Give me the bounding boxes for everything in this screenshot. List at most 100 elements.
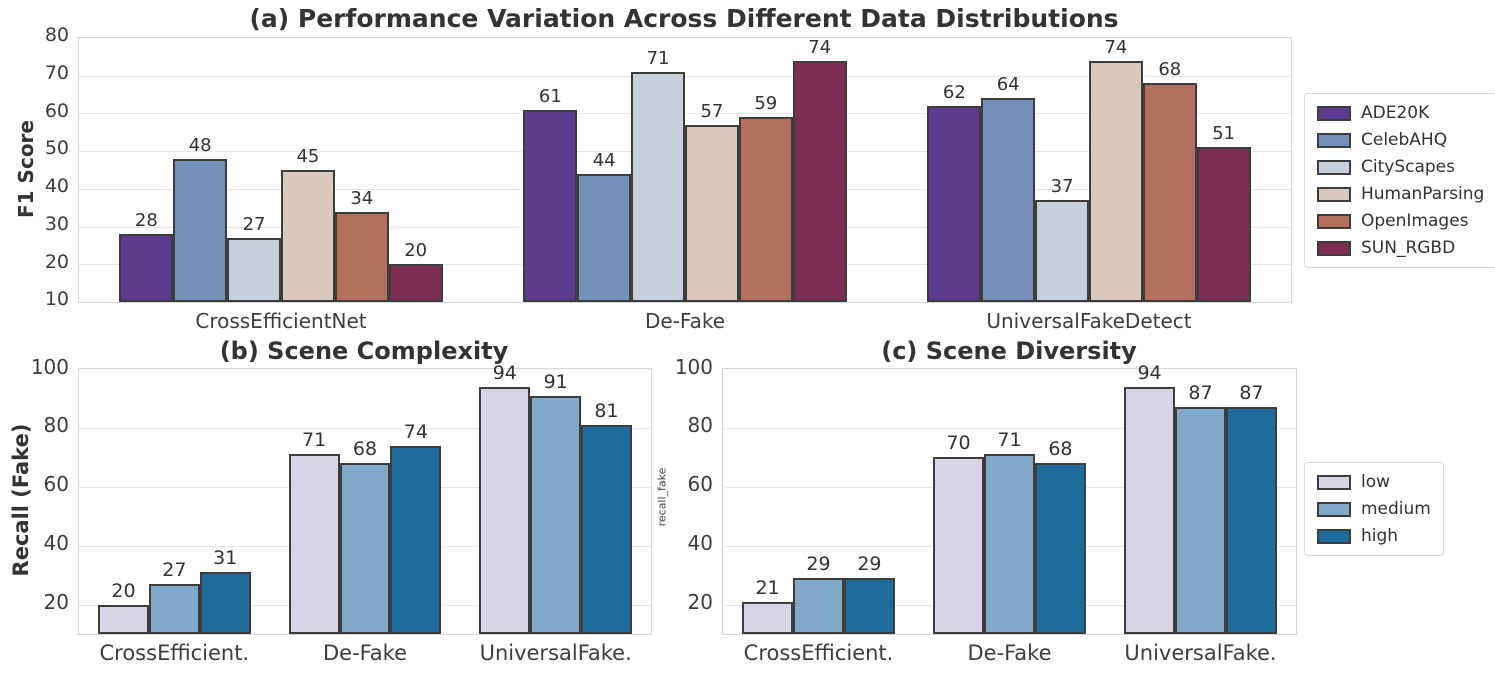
bar-low-De-Fake: [288, 454, 340, 634]
y-tick-label: 60: [687, 472, 713, 497]
bar-CityScapes-De-Fake: [631, 71, 685, 302]
bar-value-label: 28: [134, 210, 158, 232]
bar-medium-De-Fake: [339, 463, 391, 634]
gridline: [79, 75, 1291, 77]
chart-b-title: (b) Scene Complexity: [219, 337, 509, 365]
legend-label: CityScapes: [1361, 157, 1455, 177]
bar-value-label: 70: [946, 432, 971, 455]
legend-swatch-medium: [1317, 501, 1351, 517]
bar-value-label: 62: [942, 81, 966, 103]
legend-row-medium: medium: [1317, 499, 1431, 519]
x-tick-label: De-Fake: [967, 641, 1052, 665]
bar-value-label: 71: [646, 47, 670, 69]
y-tick-label: 100: [674, 354, 713, 379]
bar-value-label: 59: [754, 93, 778, 115]
bar-value-label: 61: [538, 85, 562, 107]
bar-SUN_RGBD-De-Fake: [792, 60, 847, 302]
legend-label: ADE20K: [1361, 103, 1430, 123]
bar-value-label: 81: [594, 399, 619, 422]
bar-value-label: 87: [1188, 382, 1213, 405]
chart-a-legend: ADE20K CelebAHQ CityScapes HumanParsing Open…: [1304, 93, 1495, 268]
bar-HumanParsing-CrossEfficientNet: [281, 170, 335, 302]
chart-c-title: (c) Scene Diversity: [881, 337, 1137, 365]
bar-OpenImages-UniversalFakeDetect: [1142, 83, 1197, 302]
bar-high-De-Fake: [1034, 463, 1086, 634]
legend-label: high: [1361, 526, 1399, 546]
bar-value-label: 74: [1104, 36, 1128, 58]
bar-value-label: 20: [111, 579, 136, 602]
y-tick-label: 60: [44, 99, 69, 122]
bar-value-label: 27: [242, 213, 266, 235]
bar-value-label: 20: [404, 240, 428, 262]
bar-OpenImages-CrossEfficientNet: [334, 211, 389, 302]
chart-c-plot-area: 20 40 60 80 100 CrossEfficient. 21 29 29 De-Fake 7…: [675, 355, 1297, 665]
bar-CelebAHQ-De-Fake: [577, 173, 632, 302]
chart-a-ylabel: F1 Score: [14, 120, 38, 218]
bar-value-label: 45: [296, 146, 320, 167]
bar-low-UniversalFake.: [479, 386, 531, 634]
legend-swatch-SUN_RGBD: [1317, 240, 1351, 256]
bar-value-label: 87: [1239, 382, 1264, 405]
bar-medium-De-Fake: [984, 454, 1035, 634]
bar-low-De-Fake: [933, 457, 985, 634]
x-tick-label: De-Fake: [322, 641, 408, 665]
legend-label: medium: [1361, 499, 1431, 519]
bar-medium-UniversalFake.: [1175, 407, 1226, 634]
bar-OpenImages-De-Fake: [738, 117, 793, 302]
legend-label: SUN_RGBD: [1361, 238, 1456, 258]
bar-low-CrossEfficient.: [98, 604, 149, 634]
y-tick-label: 30: [44, 212, 69, 235]
bar-value-label: 44: [592, 149, 616, 171]
y-tick-label: 40: [687, 531, 713, 556]
bar-high-UniversalFake.: [581, 424, 632, 634]
bar-value-label: 74: [403, 420, 428, 443]
y-tick-label: 70: [44, 62, 69, 85]
legend-label: CelebAHQ: [1361, 130, 1448, 150]
legend-swatch-low: [1317, 474, 1351, 490]
legend-row-CelebAHQ: CelebAHQ: [1317, 130, 1484, 150]
bar-high-UniversalFake.: [1225, 407, 1277, 634]
gridline: [723, 427, 1296, 429]
x-tick-label: UniversalFakeDetect: [986, 309, 1192, 333]
bar-medium-CrossEfficient.: [793, 578, 844, 634]
bar-value-label: 48: [188, 134, 212, 156]
y-tick-label: 40: [43, 531, 69, 556]
bar-value-label: 71: [997, 429, 1022, 452]
legend-label: HumanParsing: [1361, 184, 1485, 204]
bar-value-label: 68: [1048, 438, 1073, 461]
bar-CelebAHQ-UniversalFakeDetect: [981, 98, 1036, 302]
legend-row-low: low: [1317, 472, 1431, 492]
bar-value-label: 31: [213, 547, 238, 570]
x-tick-label: De-Fake: [644, 309, 726, 333]
chart-b-plot-area: 20 40 60 80 100 CrossEfficient. 20 27 31 De-Fake 7…: [31, 355, 652, 665]
bar-value-label: 57: [700, 100, 724, 122]
x-tick-label: CrossEfficientNet: [195, 309, 367, 333]
bar-ADE20K-UniversalFakeDetect: [927, 105, 982, 302]
legend-row-HumanParsing: HumanParsing: [1317, 184, 1484, 204]
y-tick-label: 100: [30, 354, 69, 379]
legend-label: low: [1361, 472, 1391, 492]
y-tick-label: 80: [43, 413, 69, 438]
bar-value-label: 68: [1158, 59, 1182, 81]
y-tick-label: 60: [43, 472, 69, 497]
bar-CityScapes-UniversalFakeDetect: [1035, 200, 1089, 302]
bar-value-label: 68: [352, 438, 378, 461]
bar-value-label: 74: [808, 36, 832, 58]
bar-value-label: 37: [1050, 176, 1074, 198]
y-tick-label: 40: [44, 175, 69, 198]
legend-swatch-CelebAHQ: [1317, 132, 1351, 148]
legend-swatch-ADE20K: [1317, 105, 1351, 121]
y-tick-label: 10: [44, 288, 69, 311]
y-tick-label: 20: [687, 590, 713, 615]
bar-value-label: 29: [806, 553, 831, 576]
x-tick-label: UniversalFake.: [479, 641, 632, 665]
bar-high-De-Fake: [390, 445, 442, 634]
gridline: [79, 113, 1291, 115]
bar-CityScapes-CrossEfficientNet: [227, 237, 281, 302]
chart-a-title: (a) Performance Variation Across Differe…: [249, 4, 1119, 33]
bar-high-CrossEfficient.: [199, 572, 251, 634]
bar-value-label: 94: [1137, 361, 1162, 384]
bar-SUN_RGBD-CrossEfficientNet: [388, 264, 443, 302]
legend-label: OpenImages: [1361, 211, 1469, 231]
